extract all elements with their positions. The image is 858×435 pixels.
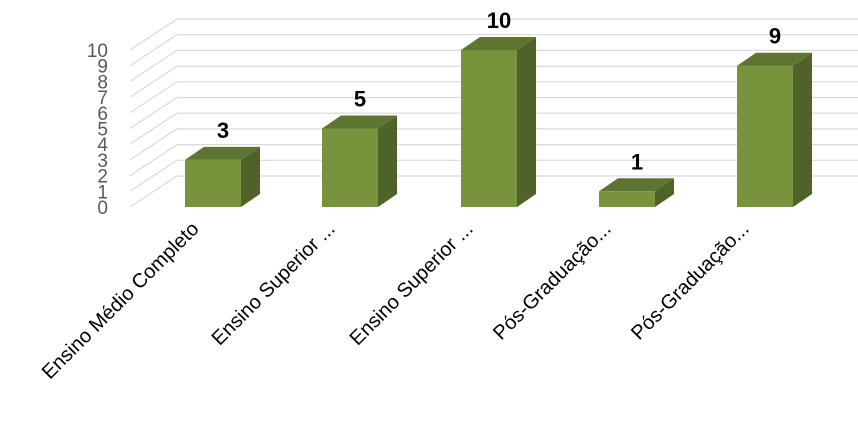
bar-front <box>599 191 655 207</box>
data-label: 10 <box>487 8 511 33</box>
y-tick-label: 6 <box>97 104 108 125</box>
gridlines <box>129 18 858 208</box>
bar-top <box>737 52 812 66</box>
bar-side <box>517 37 536 207</box>
gridline <box>129 49 858 82</box>
gridline <box>129 159 858 192</box>
x-category-label: Ensino Superior ... <box>346 218 478 350</box>
bar-top <box>322 115 397 129</box>
bar-top <box>185 146 260 160</box>
y-tick-label: 9 <box>97 57 108 78</box>
bar-front <box>185 159 241 207</box>
bar-front <box>322 128 378 207</box>
bar-top <box>461 37 536 50</box>
y-tick-label: 3 <box>97 151 108 172</box>
bar <box>322 115 397 207</box>
gridline <box>129 65 858 98</box>
y-tick-label: 8 <box>97 72 108 93</box>
y-tick-label: 0 <box>97 198 108 219</box>
bar-side <box>655 178 674 207</box>
data-label: 9 <box>769 24 781 49</box>
bar <box>599 178 674 207</box>
gridline <box>129 144 858 177</box>
y-tick-label: 7 <box>97 88 108 109</box>
bar <box>461 37 536 207</box>
bar-front <box>737 65 793 207</box>
gridline <box>129 34 858 67</box>
gridline <box>129 18 858 51</box>
y-tick-label: 1 <box>97 182 108 203</box>
data-label: 5 <box>354 87 366 112</box>
gridline <box>129 128 858 161</box>
x-category-label: Pós-Graduação... <box>489 218 615 344</box>
y-tick-label: 2 <box>97 167 108 188</box>
y-tick-label: 10 <box>87 41 108 62</box>
bars <box>185 37 812 208</box>
y-tick-label: 4 <box>97 135 108 156</box>
y-tick-label: 5 <box>97 120 108 141</box>
gridline <box>129 112 858 145</box>
x-category-label: Ensino Médio Completo <box>38 218 204 384</box>
bar-side <box>241 146 260 207</box>
gridline <box>129 81 858 114</box>
bar-side <box>378 115 397 207</box>
x-category-label: Ensino Superior ... <box>208 218 340 350</box>
bar <box>737 52 812 208</box>
data-label: 1 <box>631 149 643 174</box>
bar-side <box>793 52 812 208</box>
gridline <box>129 96 858 130</box>
x-axis-labels: Ensino Médio Completo Ensino Superior ...… <box>38 218 754 384</box>
bar-front <box>461 50 517 207</box>
bar <box>185 146 260 207</box>
x-category-label: Pós-Graduação... <box>627 218 753 344</box>
data-labels: 3 5 10 1 9 <box>217 8 781 174</box>
data-label: 3 <box>217 118 229 143</box>
gridline <box>129 175 858 208</box>
bar-top <box>599 178 674 192</box>
